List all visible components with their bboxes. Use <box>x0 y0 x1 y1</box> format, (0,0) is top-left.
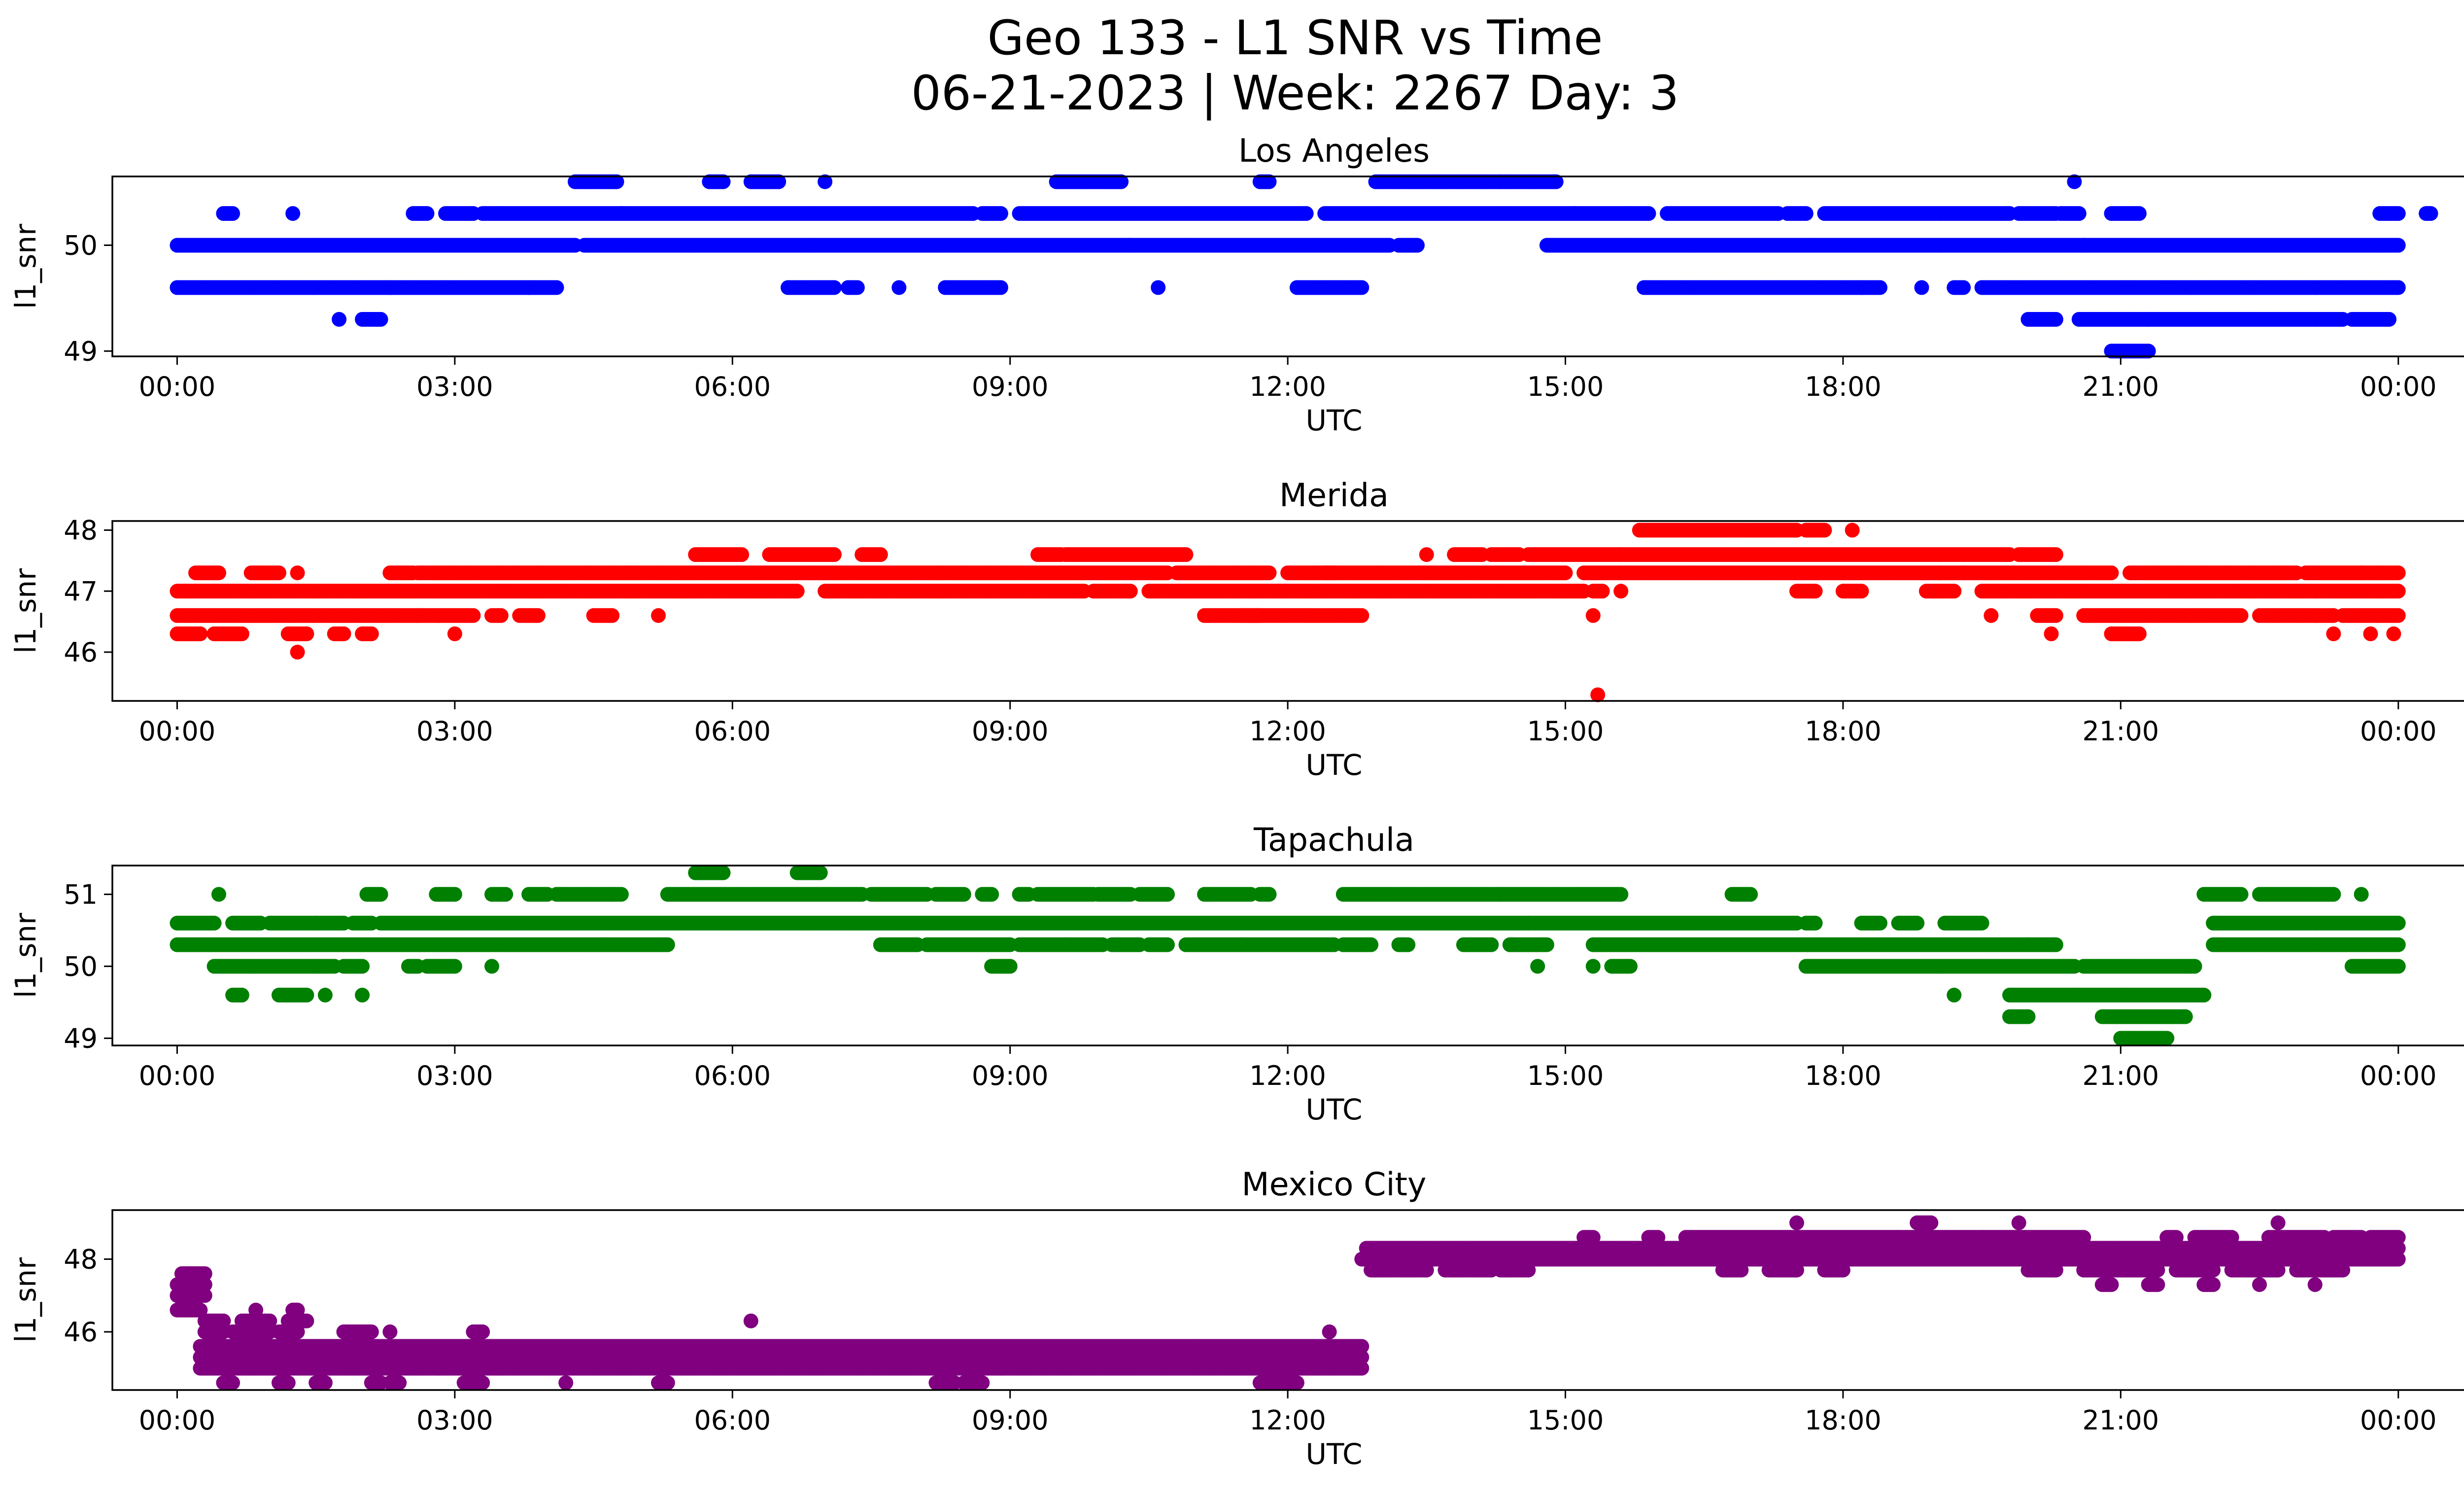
data-point <box>1114 174 1129 189</box>
data-point <box>1558 565 1573 581</box>
data-point <box>419 206 435 221</box>
x-tick-label: 18:00 <box>1805 371 1882 402</box>
data-point <box>2131 206 2147 221</box>
data-point <box>1641 206 1656 221</box>
data-point <box>549 280 564 295</box>
data-point <box>2104 565 2119 581</box>
data-point <box>771 174 787 189</box>
data-point <box>373 312 388 327</box>
x-tick-label: 06:00 <box>694 371 771 402</box>
figure-title-line-1: Geo 133 - L1 SNR vs Time <box>988 10 1603 66</box>
data-point <box>2423 206 2438 221</box>
data-point <box>1914 280 1929 295</box>
data-point <box>1956 280 1971 295</box>
data-point <box>993 206 1008 221</box>
subplot-los-angeles: Los Angeles 00:00 03:00 06:00 09:00 12:00 15:0… <box>9 133 2464 437</box>
data-point <box>1873 280 1887 295</box>
data-point <box>225 206 240 221</box>
y-tick-label: 49 <box>64 336 98 367</box>
data-point <box>1419 547 1434 562</box>
data-point <box>1354 280 1369 295</box>
data-point <box>873 547 888 562</box>
x-tick-label: 00:00 <box>2360 371 2437 402</box>
data-point <box>211 565 226 581</box>
x-tick-label: 12:00 <box>1249 371 1326 402</box>
data-point <box>1817 522 1832 538</box>
data-point <box>272 565 286 581</box>
data-point <box>2391 565 2406 581</box>
data-point <box>716 174 731 189</box>
data-point <box>2391 206 2406 221</box>
data-points-los-angeles <box>170 174 2438 359</box>
x-tick-label: 21:00 <box>2083 371 2159 402</box>
data-point <box>1151 280 1166 295</box>
data-point <box>609 174 624 189</box>
data-point <box>2382 312 2396 327</box>
x-axis-label-los-angeles: UTC <box>1306 404 1363 437</box>
x-tick-label: 03:00 <box>416 371 493 402</box>
data-point <box>993 280 1008 295</box>
data-point <box>1262 174 1277 189</box>
data-point <box>1178 547 1194 562</box>
data-point <box>826 547 842 562</box>
data-point <box>1548 174 1564 189</box>
data-point <box>332 312 347 327</box>
subplot-panels: Los Angeles 00:00 03:00 06:00 09:00 12:00 15:0… <box>9 133 2464 1471</box>
x-tick-label: 15:00 <box>1527 371 1604 402</box>
y-tick-label: 50 <box>64 230 98 261</box>
data-point <box>2391 238 2406 253</box>
data-point <box>734 547 750 562</box>
data-point <box>2071 206 2087 221</box>
data-point <box>826 280 842 295</box>
subplot-title-los-angeles: Los Angeles <box>1238 133 1430 170</box>
data-point <box>1262 565 1277 581</box>
data-point <box>1845 522 1860 538</box>
data-point <box>2048 312 2063 327</box>
data-point <box>818 174 833 189</box>
data-point <box>1299 206 1314 221</box>
data-point <box>2391 280 2406 295</box>
y-axis-label-los-angeles: l1_snr <box>9 224 42 309</box>
data-point <box>290 565 305 581</box>
data-point <box>285 206 301 221</box>
x-tick-label: 00:00 <box>139 371 216 402</box>
x-tick-label: 09:00 <box>972 371 1049 402</box>
data-point <box>1798 206 1814 221</box>
data-point <box>2067 174 2082 189</box>
subplot-title-merida: Merida <box>1279 477 1389 514</box>
figure-title-line-2: 06-21-2023 | Week: 2267 Day: 3 <box>911 66 1679 121</box>
data-point <box>1410 238 1425 253</box>
data-point <box>891 280 907 295</box>
data-point <box>850 280 865 295</box>
data-point <box>2048 547 2063 562</box>
